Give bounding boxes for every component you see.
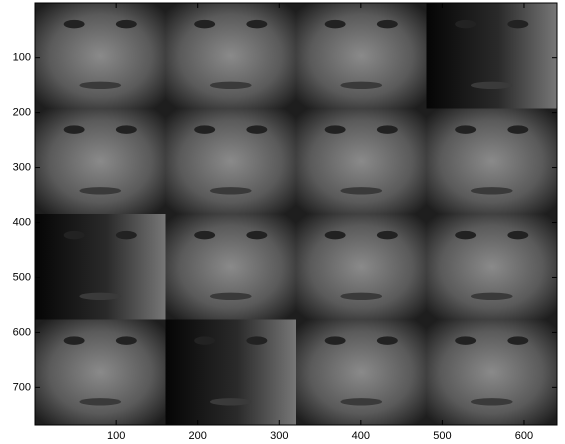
eye (116, 336, 137, 344)
mouth (471, 187, 513, 194)
mouth (79, 398, 121, 405)
face-tile (35, 109, 166, 215)
eye (246, 125, 267, 133)
eye (116, 125, 137, 133)
eye (455, 20, 476, 28)
x-tick-label: 300 (270, 430, 288, 442)
face-tile (296, 214, 427, 320)
eye (507, 336, 528, 344)
eye (64, 125, 85, 133)
face-tile (427, 3, 558, 109)
page: 100200300400500600100200300400500600700 … (0, 0, 565, 444)
face-tile (166, 109, 297, 215)
eye (325, 125, 346, 133)
eye (507, 125, 528, 133)
mouth (471, 398, 513, 405)
eye (64, 20, 85, 28)
face-tile (35, 3, 166, 109)
mouth (210, 293, 252, 300)
eye (455, 125, 476, 133)
eye (194, 231, 215, 239)
eye (246, 336, 267, 344)
face-tile (35, 214, 166, 320)
face-grid (35, 3, 557, 425)
face-tile (166, 3, 297, 109)
mouth (340, 398, 382, 405)
y-tick-label: 400 (13, 216, 31, 228)
eye (377, 20, 398, 28)
eye (325, 231, 346, 239)
mouth (340, 82, 382, 89)
eye (507, 231, 528, 239)
face-tile (166, 320, 297, 426)
eye (246, 20, 267, 28)
mouth (340, 293, 382, 300)
mouth (210, 398, 252, 405)
face-tile (296, 320, 427, 426)
y-tick-label: 700 (13, 381, 31, 393)
y-tick-label: 200 (13, 107, 31, 119)
x-tick-label: 500 (433, 430, 451, 442)
mouth (210, 187, 252, 194)
eye (377, 125, 398, 133)
face-tile (427, 320, 558, 426)
x-tick-label: 600 (515, 430, 533, 442)
mouth (79, 187, 121, 194)
eye (246, 231, 267, 239)
eye (377, 336, 398, 344)
face-tile (166, 214, 297, 320)
y-tick-label: 100 (13, 52, 31, 64)
eye (64, 231, 85, 239)
eye (194, 336, 215, 344)
face-tile (35, 320, 166, 426)
mouth (340, 187, 382, 194)
y-tick-label: 500 (13, 271, 31, 283)
mouth (471, 82, 513, 89)
mouth (210, 82, 252, 89)
eye (455, 336, 476, 344)
mouth (79, 293, 121, 300)
figure: 100 200 300 400 500 600 100 200 300 400 500 600 700 (0, 0, 565, 444)
mouth (79, 82, 121, 89)
x-tick-label: 200 (189, 430, 207, 442)
eye (507, 20, 528, 28)
x-tick-label: 400 (352, 430, 370, 442)
eye (116, 231, 137, 239)
eye (325, 336, 346, 344)
face-tile (427, 109, 558, 215)
eye (64, 336, 85, 344)
x-tick-label: 100 (107, 430, 125, 442)
y-tick-label: 600 (13, 326, 31, 338)
eye (325, 20, 346, 28)
mouth (471, 293, 513, 300)
face-tile (296, 109, 427, 215)
eye (194, 125, 215, 133)
face-tile (296, 3, 427, 109)
eye (116, 20, 137, 28)
eye (377, 231, 398, 239)
face-tile (427, 214, 558, 320)
y-tick-label: 300 (13, 161, 31, 173)
eye (194, 20, 215, 28)
eye (455, 231, 476, 239)
